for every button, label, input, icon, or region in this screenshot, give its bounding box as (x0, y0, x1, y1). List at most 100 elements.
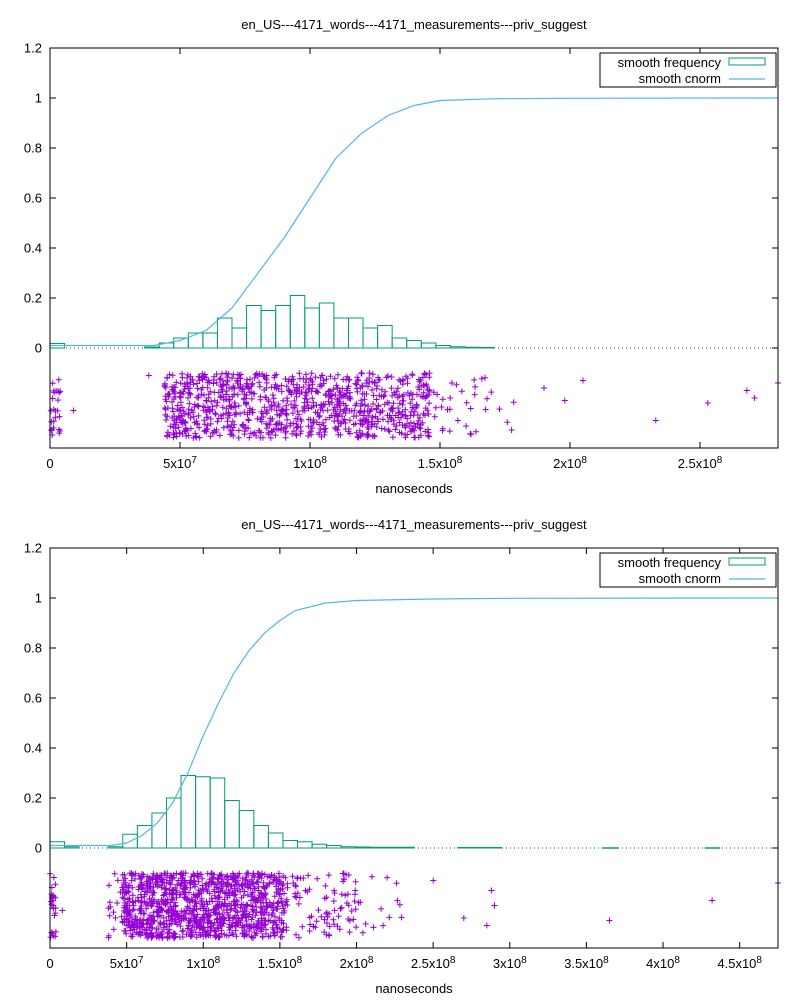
legend-label-frequency: smooth frequency (618, 555, 722, 570)
scatter-point (158, 931, 165, 937)
scatter-point (110, 909, 117, 916)
scatter-point (331, 887, 338, 894)
scatter-point (357, 417, 364, 424)
scatter-point (179, 934, 186, 940)
scatter-point (389, 434, 396, 441)
scatter-point (352, 878, 359, 885)
scatter-point (460, 915, 467, 921)
scatter-point (225, 890, 232, 897)
scatter-point (124, 909, 131, 916)
scatter-point (266, 901, 273, 908)
scatter-point (321, 916, 328, 923)
scatter-point (223, 405, 230, 412)
x-tick-label: 5x107 (163, 455, 197, 471)
scatter-point (308, 404, 315, 411)
scatter-point (191, 902, 198, 909)
scatter-point (181, 386, 188, 392)
y-tick-label: 0 (35, 341, 42, 356)
scatter-point (305, 423, 312, 430)
scatter-point (56, 426, 62, 433)
scatter-point (208, 398, 215, 405)
scatter-point (439, 427, 446, 434)
scatter-point (337, 905, 344, 912)
plot-frame (49, 47, 779, 449)
scatter-point (160, 914, 167, 921)
scatter-point (278, 898, 285, 905)
scatter-point (484, 395, 490, 402)
scatter-point (170, 871, 177, 878)
scatter-point (222, 874, 229, 880)
scatter-point (128, 914, 135, 921)
scatter-point (203, 886, 210, 893)
scatter-point (378, 905, 385, 912)
scatter-point (299, 923, 306, 930)
scatter-point (326, 414, 333, 421)
scatter-point (339, 413, 345, 420)
scatter-point (172, 902, 179, 909)
histogram-bar (435, 345, 451, 349)
scatter-point (180, 408, 187, 415)
scatter-point (326, 910, 333, 917)
histogram-bar (457, 847, 473, 849)
scatter-point (359, 383, 366, 390)
scatter-point (252, 899, 259, 906)
scatter-point (365, 432, 372, 439)
scatter-point (344, 373, 351, 380)
scatter-point (164, 908, 171, 915)
scatter-point (424, 407, 431, 414)
scatter-point (199, 903, 206, 909)
chart-panel-1: en_US---4171_words---4171_measurements--… (24, 17, 781, 496)
scatter-point (380, 416, 386, 423)
scatter-point (261, 884, 268, 891)
scatter-point (270, 907, 277, 914)
scatter-point (293, 393, 300, 400)
scatter-point (180, 391, 186, 397)
scatter-point (273, 371, 280, 378)
scatter-point (251, 907, 257, 914)
scatter-point (200, 403, 207, 410)
scatter-point (241, 391, 248, 398)
scatter-point (126, 895, 133, 902)
scatter-point (235, 427, 242, 434)
scatter-point (265, 429, 272, 436)
scatter-point (146, 874, 153, 881)
scatter-point (380, 922, 387, 929)
scatter-point (365, 419, 372, 426)
scatter-point (332, 408, 339, 415)
x-tick-label: 1.5x108 (258, 955, 303, 971)
scatter-point (208, 878, 215, 885)
scatter-point (284, 902, 291, 909)
scatter-point (183, 433, 190, 439)
scatter-point (314, 410, 321, 416)
x-tick-label: 4x108 (646, 955, 680, 971)
scatter-point (203, 414, 210, 421)
scatter-point (204, 422, 211, 429)
scatter-point (241, 409, 248, 416)
scatter-point (305, 386, 312, 393)
histogram-bar (318, 302, 335, 349)
scatter-point (306, 928, 313, 934)
scatter-point (240, 892, 247, 899)
scatter-point (221, 896, 228, 903)
scatter-point (111, 870, 118, 877)
scatter-point (186, 910, 193, 917)
scatter-point (280, 909, 287, 916)
scatter-point (192, 883, 198, 890)
scatter-point (197, 871, 203, 878)
scatter-point (55, 397, 61, 404)
scatter-point (394, 897, 401, 904)
scatter-point (271, 372, 278, 379)
scatter-point (248, 897, 254, 904)
scatter-point (261, 910, 268, 916)
scatter-point (223, 388, 230, 394)
scatter-point (122, 904, 129, 911)
scatter-point (139, 898, 145, 905)
scatter-point (289, 410, 296, 417)
scatter-point (337, 406, 344, 413)
scatter-point (472, 428, 479, 435)
scatter-point (52, 928, 59, 935)
scatter-point (263, 408, 270, 415)
scatter-point (230, 875, 237, 882)
scatter-point (129, 931, 136, 938)
x-axis-label: nanoseconds (375, 481, 453, 496)
